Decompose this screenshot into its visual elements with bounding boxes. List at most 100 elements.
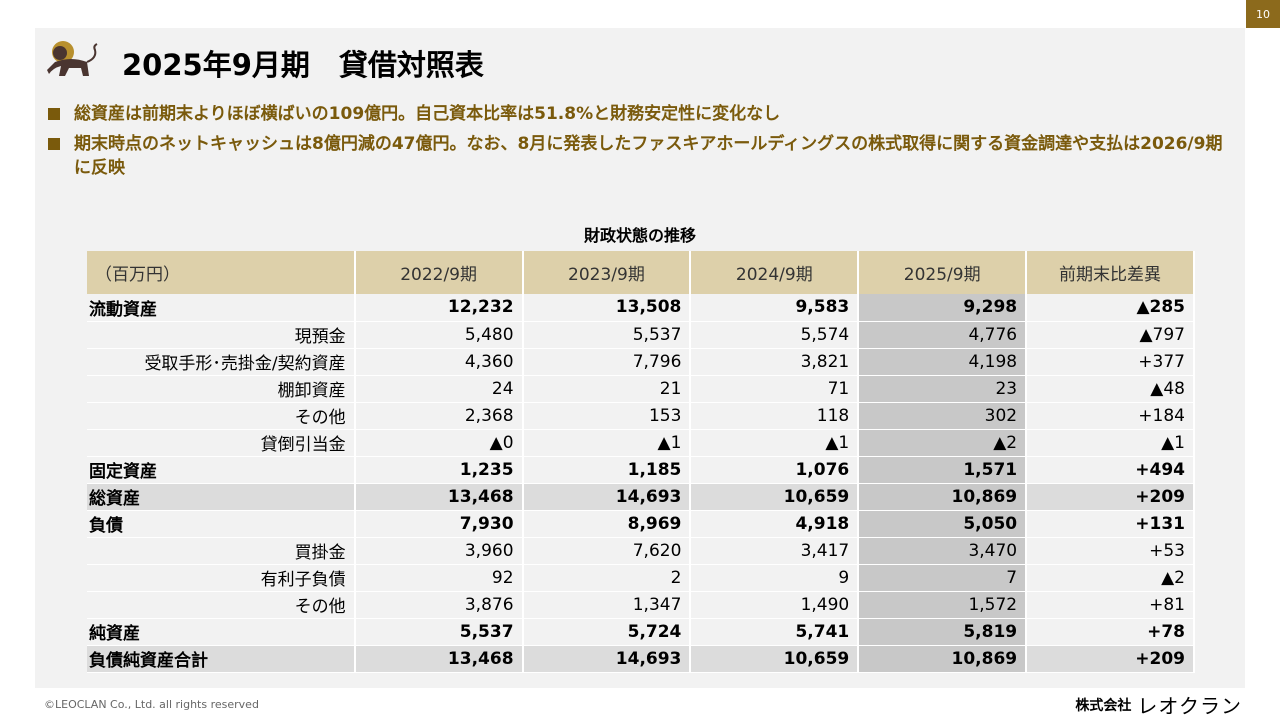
table-cell: 13,508 [522,294,692,322]
table-cell: 1,490 [690,591,860,619]
table-cell: 1,076 [690,456,860,484]
row-label: 純資産 [87,618,356,646]
table-cell: 3,417 [690,537,860,565]
table-cell: +53 [1026,537,1195,565]
table-cell: ▲2 [858,429,1028,457]
table-cell: ▲1 [522,429,692,457]
table-cell: 71 [690,375,860,403]
table-cell: +81 [1026,591,1195,619]
table-cell: 14,693 [522,645,692,673]
row-label: 有利子負債 [87,564,356,592]
table-cell: 4,360 [354,348,524,376]
table-cell: 1,235 [354,456,524,484]
table-cell: 10,659 [690,645,860,673]
table-cell: 7,930 [354,510,524,538]
table-cell: 3,960 [354,537,524,565]
table-row: 現預金 5,480 5,537 5,574 4,776 ▲797 [87,321,1195,349]
summary-bullets: 総資産は前期末よりほぼ横ばいの109億円。自己資本比率は51.8%と財務安定性に… [48,102,1228,186]
table-cell: 13,468 [354,483,524,511]
table-cell: +184 [1026,402,1195,430]
table-cell: ▲0 [354,429,524,457]
table-cell: +377 [1026,348,1195,376]
row-label: 棚卸資産 [87,375,356,403]
column-header: 2024/9期 [690,251,860,294]
table-cell: 1,571 [858,456,1028,484]
table-cell: 9 [690,564,860,592]
table-cell: 10,869 [858,483,1028,511]
table-row: 貸倒引当金 ▲0 ▲1 ▲1 ▲2 ▲1 [87,429,1195,457]
table-cell: 2,368 [354,402,524,430]
table-cell: 5,537 [522,321,692,349]
table-row: 負債 7,930 8,969 4,918 5,050 +131 [87,510,1195,538]
table-row: 固定資産 1,235 1,185 1,076 1,571 +494 [87,456,1195,484]
table-row: 棚卸資産 24 21 71 23 ▲48 [87,375,1195,403]
table-cell: +209 [1026,645,1195,673]
table-cell: 5,574 [690,321,860,349]
table-cell: 3,470 [858,537,1028,565]
page-title: 2025年9月期 貸借対照表 [122,48,484,82]
table-cell: 7,620 [522,537,692,565]
table-cell: 5,819 [858,618,1028,646]
table-cell: 10,659 [690,483,860,511]
table-cell: 1,572 [858,591,1028,619]
bullet-item: 期末時点のネットキャッシュは8億円減の47億円。なお、8月に発表したファスキアホ… [48,132,1228,180]
table-row: その他 2,368 153 118 302 +184 [87,402,1195,430]
table-cell: 302 [858,402,1028,430]
page-number: 10 [1246,0,1280,28]
row-label: 買掛金 [87,537,356,565]
table-cell: 3,876 [354,591,524,619]
row-label: その他 [87,591,356,619]
table-cell: ▲48 [1026,375,1195,403]
column-header: 2025/9期 [858,251,1028,294]
table-title: 財政状態の推移 [583,226,696,245]
table-row: 純資産 5,537 5,724 5,741 5,819 +78 [87,618,1195,646]
row-label: 流動資産 [87,294,356,322]
table-cell: 12,232 [354,294,524,322]
row-label: 固定資産 [87,456,356,484]
column-header: （百万円） [87,251,356,294]
table-cell: 10,869 [858,645,1028,673]
table-cell: 2 [522,564,692,592]
table-row: 買掛金 3,960 7,620 3,417 3,470 +53 [87,537,1195,565]
table-cell: +494 [1026,456,1195,484]
bullet-text: 総資産は前期末よりほぼ横ばいの109億円。自己資本比率は51.8%と財務安定性に… [74,104,781,124]
row-label: 総資産 [87,483,356,511]
table-cell: 7 [858,564,1028,592]
table-cell: 4,198 [858,348,1028,376]
bullet-text: 期末時点のネットキャッシュは8億円減の47億円。なお、8月に発表したファスキアホ… [74,134,1223,178]
row-label: 受取手形･売掛金/契約資産 [87,348,356,376]
square-bullet-icon [48,138,60,150]
table-cell: 92 [354,564,524,592]
table-cell: 23 [858,375,1028,403]
table-cell: 153 [522,402,692,430]
row-label: その他 [87,402,356,430]
table-row: 受取手形･売掛金/契約資産 4,360 7,796 3,821 4,198 +377 [87,348,1195,376]
table-cell: 5,741 [690,618,860,646]
row-label: 負債 [87,510,356,538]
row-label: 現預金 [87,321,356,349]
row-label: 負債純資産合計 [87,645,356,673]
table-cell: +131 [1026,510,1195,538]
table-cell: 13,468 [354,645,524,673]
table-cell: +209 [1026,483,1195,511]
table-row: 有利子負債 92 2 9 7 ▲2 [87,564,1195,592]
table-cell: 5,537 [354,618,524,646]
table-cell: 9,298 [858,294,1028,322]
company-prefix: 株式会社 [1075,697,1132,714]
table-cell: 118 [690,402,860,430]
column-header: 2023/9期 [522,251,692,294]
table-row: 流動資産 12,232 13,508 9,583 9,298 ▲285 [87,294,1195,322]
lion-logo-icon [47,41,98,76]
bullet-item: 総資産は前期末よりほぼ横ばいの109億円。自己資本比率は51.8%と財務安定性に… [48,102,1228,126]
row-label: 貸倒引当金 [87,429,356,457]
table-cell: 5,724 [522,618,692,646]
table-cell: ▲797 [1026,321,1195,349]
table-cell: 24 [354,375,524,403]
company-brand: 株式会社 レオクラン [1075,690,1242,719]
table-cell: 4,776 [858,321,1028,349]
copyright: ©LEOCLAN Co., Ltd. all rights reserved [44,698,259,711]
table-cell: +78 [1026,618,1195,646]
square-bullet-icon [48,108,60,120]
column-header: 2022/9期 [354,251,524,294]
table-cell: 3,821 [690,348,860,376]
